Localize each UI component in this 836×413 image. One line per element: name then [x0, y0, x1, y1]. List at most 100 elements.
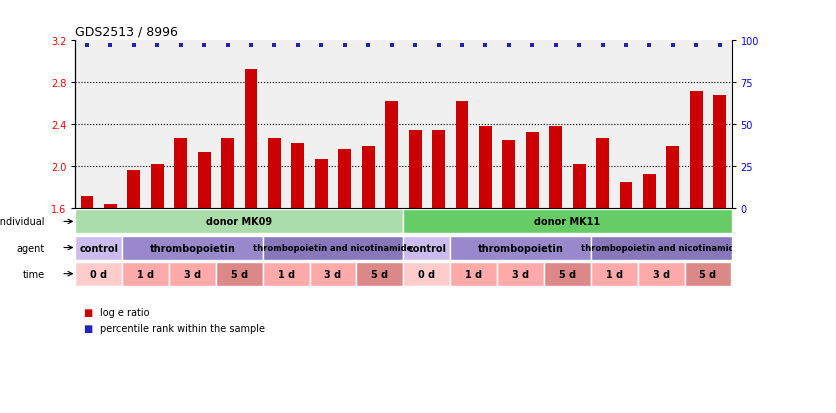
- Point: [268, 42, 281, 49]
- Bar: [75, 210, 403, 234]
- Text: 3 d: 3 d: [324, 269, 342, 279]
- Point: [197, 42, 211, 49]
- Bar: [362, 147, 375, 209]
- Point: [549, 42, 563, 49]
- Bar: [339, 149, 351, 209]
- Bar: [619, 183, 633, 209]
- Point: [456, 42, 469, 49]
- Bar: [638, 262, 685, 286]
- Bar: [104, 205, 117, 209]
- Bar: [245, 69, 257, 209]
- Bar: [591, 262, 638, 286]
- Text: agent: agent: [17, 243, 45, 253]
- Bar: [75, 236, 122, 260]
- Bar: [309, 262, 356, 286]
- Bar: [268, 139, 281, 209]
- Point: [502, 42, 516, 49]
- Point: [713, 42, 726, 49]
- Bar: [713, 96, 726, 209]
- Bar: [403, 262, 451, 286]
- Point: [244, 42, 257, 49]
- Bar: [497, 262, 544, 286]
- Point: [596, 42, 609, 49]
- Bar: [385, 102, 398, 209]
- Bar: [526, 133, 538, 209]
- Bar: [403, 236, 451, 260]
- Text: individual: individual: [0, 217, 45, 227]
- Bar: [432, 131, 445, 209]
- Bar: [122, 262, 169, 286]
- Bar: [356, 262, 403, 286]
- Bar: [596, 139, 609, 209]
- Bar: [122, 236, 263, 260]
- Point: [221, 42, 234, 49]
- Text: GDS2513 / 8996: GDS2513 / 8996: [75, 26, 178, 39]
- Bar: [174, 139, 187, 209]
- Text: 3 d: 3 d: [653, 269, 670, 279]
- Text: 5 d: 5 d: [371, 269, 389, 279]
- Point: [385, 42, 398, 49]
- Bar: [451, 262, 497, 286]
- Text: thrombopoietin and nicotinamide: thrombopoietin and nicotinamide: [582, 243, 741, 252]
- Bar: [197, 152, 211, 209]
- Text: percentile rank within the sample: percentile rank within the sample: [100, 323, 265, 333]
- Point: [526, 42, 539, 49]
- Text: 1 d: 1 d: [606, 269, 623, 279]
- Text: time: time: [23, 269, 45, 279]
- Bar: [690, 92, 703, 209]
- Bar: [315, 160, 328, 209]
- Text: 3 d: 3 d: [512, 269, 529, 279]
- Point: [690, 42, 703, 49]
- Bar: [591, 236, 732, 260]
- Text: 0 d: 0 d: [418, 269, 436, 279]
- Text: thrombopoietin and nicotinamide: thrombopoietin and nicotinamide: [253, 243, 413, 252]
- Bar: [263, 262, 309, 286]
- Bar: [409, 131, 421, 209]
- Bar: [549, 127, 562, 209]
- Bar: [643, 174, 656, 209]
- Text: 0 d: 0 d: [90, 269, 107, 279]
- Text: thrombopoietin: thrombopoietin: [150, 243, 236, 253]
- Bar: [544, 262, 591, 286]
- Text: 3 d: 3 d: [184, 269, 201, 279]
- Point: [104, 42, 117, 49]
- Bar: [75, 262, 122, 286]
- Point: [479, 42, 492, 49]
- Point: [432, 42, 446, 49]
- Text: 5 d: 5 d: [559, 269, 576, 279]
- Point: [573, 42, 586, 49]
- Bar: [222, 139, 234, 209]
- Point: [80, 42, 94, 49]
- Point: [361, 42, 375, 49]
- Point: [409, 42, 422, 49]
- Text: donor MK11: donor MK11: [534, 217, 600, 227]
- Point: [291, 42, 304, 49]
- Bar: [573, 165, 585, 209]
- Bar: [456, 102, 468, 209]
- Text: ■: ■: [84, 307, 93, 317]
- Point: [338, 42, 351, 49]
- Bar: [403, 210, 732, 234]
- Point: [643, 42, 656, 49]
- Bar: [292, 144, 304, 209]
- Text: ■: ■: [84, 323, 93, 333]
- Text: control: control: [407, 243, 446, 253]
- Point: [314, 42, 328, 49]
- Bar: [80, 196, 94, 209]
- Point: [150, 42, 164, 49]
- Bar: [502, 141, 515, 209]
- Text: 5 d: 5 d: [231, 269, 247, 279]
- Text: 1 d: 1 d: [278, 269, 295, 279]
- Text: log e ratio: log e ratio: [100, 307, 150, 317]
- Bar: [666, 147, 680, 209]
- Point: [174, 42, 187, 49]
- Text: control: control: [79, 243, 118, 253]
- Bar: [263, 236, 403, 260]
- Point: [666, 42, 680, 49]
- Text: thrombopoietin: thrombopoietin: [477, 243, 563, 253]
- Text: 1 d: 1 d: [465, 269, 482, 279]
- Text: 5 d: 5 d: [700, 269, 716, 279]
- Bar: [127, 170, 140, 209]
- Bar: [479, 127, 492, 209]
- Point: [619, 42, 633, 49]
